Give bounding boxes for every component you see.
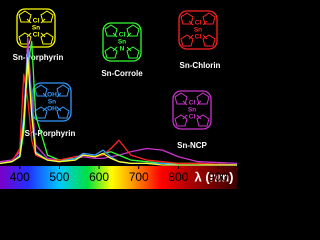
atom-label: Sn <box>118 39 126 46</box>
pyrrole-ring <box>126 46 140 59</box>
pyrrole-ring <box>18 32 32 45</box>
pyrrole-ring <box>202 34 216 47</box>
atom-label: Cl <box>189 100 196 107</box>
bond <box>188 20 194 26</box>
spectrum-bar <box>0 166 237 189</box>
molecule-label: Sn-Corrole <box>101 69 143 78</box>
pyrrole-ring <box>104 24 118 37</box>
pyrrole-ring <box>40 10 54 23</box>
macrocycle <box>172 90 212 130</box>
atom-label: Cl <box>33 32 40 39</box>
bond <box>56 106 62 112</box>
pyrrole-ring <box>34 84 48 97</box>
chart: λ (nm) ClSnClSn-PorphyrinClSnNSn-Corrole… <box>0 0 237 189</box>
x-tick-label: 600 <box>89 170 109 184</box>
pyrrole-ring <box>40 32 54 45</box>
bond <box>188 34 194 40</box>
bond <box>196 114 202 120</box>
pyrrole-ring <box>56 106 70 119</box>
atom-label: Cl <box>195 34 202 41</box>
bond <box>42 92 48 98</box>
atom-label: OH <box>47 92 57 99</box>
pyrrole-ring <box>196 114 210 127</box>
atom-label: Cl <box>33 18 40 25</box>
pyrrole-ring <box>180 34 194 47</box>
atom-label: Cl <box>119 32 126 39</box>
atom-label: Sn <box>32 25 40 32</box>
bond <box>202 34 208 40</box>
pyrrole-ring <box>196 92 210 105</box>
pyrrole-ring <box>174 92 188 105</box>
pyrrole-ring <box>18 10 32 23</box>
atom-label: Sn <box>194 27 202 34</box>
bond <box>26 18 32 24</box>
macrocycle <box>102 22 142 62</box>
pyrrole-ring <box>180 12 194 25</box>
x-tick-label: 700 <box>129 170 149 184</box>
x-tick-label: 500 <box>49 170 69 184</box>
macrocycle <box>16 8 56 48</box>
atom-label: OH <box>47 106 57 113</box>
pyrrole-ring <box>126 24 140 37</box>
background <box>0 0 237 189</box>
atom-label: Sn <box>188 107 196 114</box>
pyrrole-ring <box>56 84 70 97</box>
macrocycle <box>32 82 72 122</box>
molecule-label: Sn-Porphyrin <box>25 129 76 138</box>
bond <box>182 114 188 120</box>
bond <box>182 100 188 106</box>
bond <box>26 32 32 38</box>
spectrum-line <box>0 57 237 166</box>
bond <box>40 18 46 24</box>
molecule-label: Sn-NCP <box>177 141 207 150</box>
x-tick-label: 400 <box>10 170 30 184</box>
x-axis-label: λ (nm) <box>195 169 234 184</box>
bond <box>112 46 118 52</box>
atom-label: Cl <box>189 114 196 121</box>
bond <box>126 46 132 52</box>
pyrrole-ring <box>174 114 188 127</box>
bond <box>202 20 208 26</box>
bond <box>56 92 62 98</box>
molecule-label: Sn-Chlorin <box>180 61 221 70</box>
bond <box>40 32 46 38</box>
pyrrole-ring <box>104 46 118 59</box>
pyrrole-ring <box>202 12 216 25</box>
atom-label: N <box>120 46 125 53</box>
bond <box>126 32 132 38</box>
atom-label: Sn <box>48 99 56 106</box>
x-tick-label: 800 <box>168 170 188 184</box>
bond <box>42 106 48 112</box>
macrocycle <box>178 10 218 50</box>
bond <box>112 32 118 38</box>
bond <box>196 100 202 106</box>
molecule-label: Sn-Porphyrin <box>13 53 64 62</box>
atom-label: Cl <box>195 20 202 27</box>
x-tick-label: 900 <box>208 170 228 184</box>
